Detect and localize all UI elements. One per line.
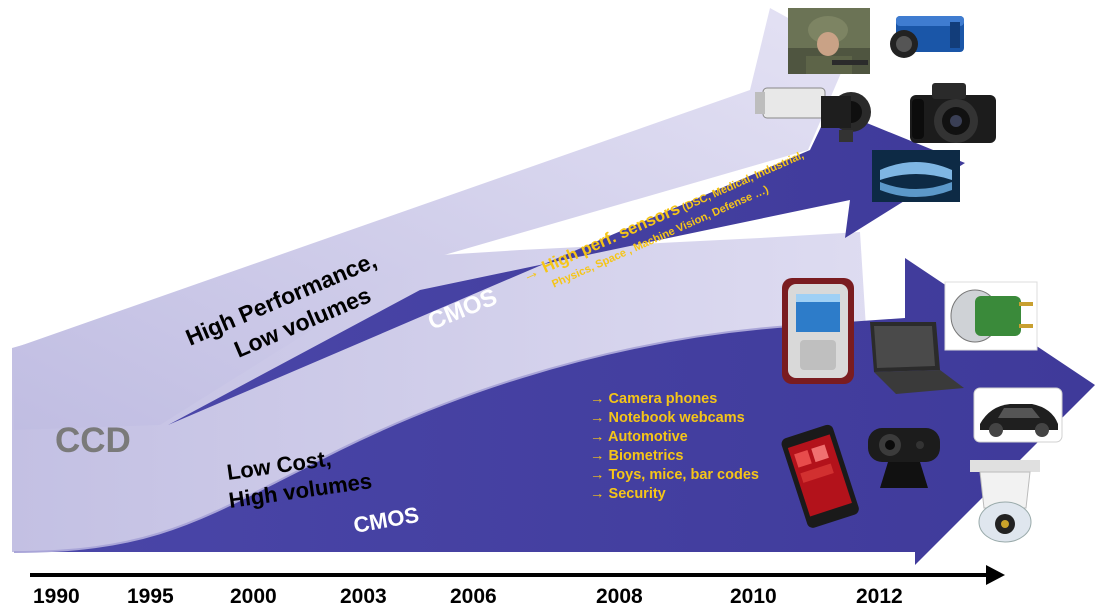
timeline-year: 2008: [596, 585, 643, 608]
timeline-year: 1990: [33, 585, 80, 608]
security-camera-photo: [755, 87, 871, 142]
application-item: → Camera phones: [590, 391, 717, 407]
timeline-year: 1995: [127, 585, 174, 608]
mobile-phone-photo: [782, 278, 854, 384]
ccd-label: CCD: [55, 421, 131, 460]
application-item: → Security: [590, 486, 666, 502]
timeline: 1990 1995 2000 2003 2006 2008 2010 2012: [30, 565, 1005, 608]
application-item: → Biometrics: [590, 448, 683, 464]
application-item: → Toys, mice, bar codes: [590, 467, 759, 483]
laptop-photo: [870, 322, 964, 394]
dental-xray-photo: [872, 150, 960, 202]
webcam-photo: [868, 428, 940, 488]
car-photo: [973, 387, 1063, 443]
dome-camera-photo: [970, 460, 1040, 543]
industrial-camera-photo: [890, 16, 964, 58]
timeline-year: 2003: [340, 585, 387, 608]
cmos-upper-arrow: [168, 108, 965, 425]
application-item: → Automotive: [590, 429, 688, 445]
timeline-year: 2006: [450, 585, 497, 608]
cmos-lower-edge: [13, 325, 791, 553]
capsule-sensor-photo: [944, 281, 1038, 351]
timeline-arrowhead: [986, 565, 1005, 585]
timeline-year: 2012: [856, 585, 903, 608]
dslr-camera-photo: [910, 83, 996, 143]
application-list: → Camera phones → Notebook webcams → Aut…: [590, 391, 759, 502]
timeline-year: 2000: [230, 585, 277, 608]
timeline-year: 2010: [730, 585, 777, 608]
touch-phone-photo: [781, 424, 859, 528]
soldier-photo: [788, 8, 870, 74]
high-performance-arrow: [14, 8, 850, 430]
application-item: → Notebook webcams: [590, 410, 745, 426]
